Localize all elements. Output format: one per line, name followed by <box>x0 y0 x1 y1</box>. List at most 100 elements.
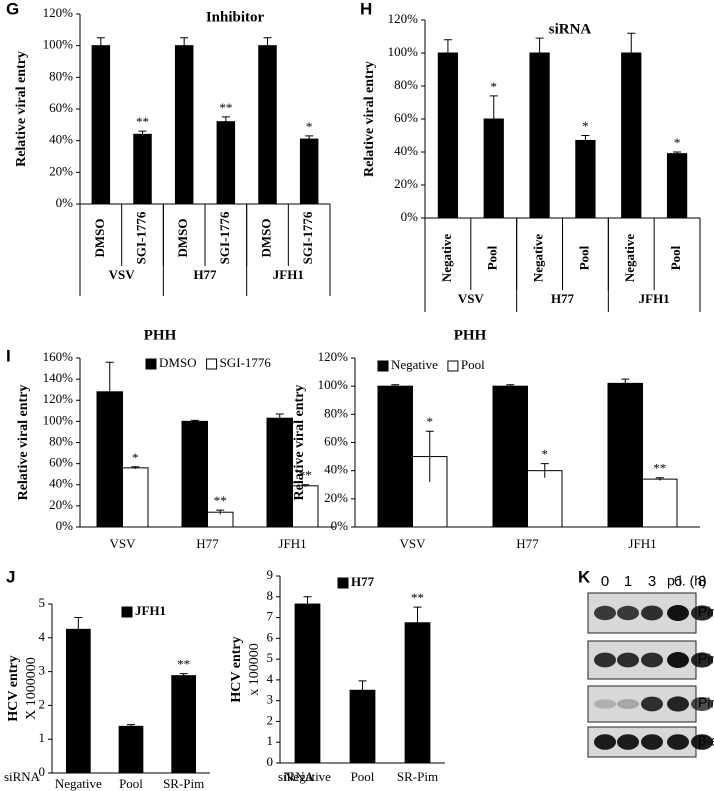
blot-band <box>617 699 639 709</box>
chart-title: PHH <box>144 327 177 343</box>
error-bar <box>621 378 630 388</box>
x-tick-label: Negative <box>439 234 454 283</box>
y-axis-label: HCV entry <box>229 636 244 702</box>
y-tick-label: 3 <box>267 692 274 707</box>
x-tick-label: VSV <box>399 536 426 551</box>
y-tick-label: 4 <box>39 629 46 644</box>
bar <box>65 628 91 774</box>
bar <box>171 675 197 774</box>
bar <box>207 511 234 528</box>
bar <box>527 470 563 528</box>
error-bar <box>413 606 422 639</box>
y-tick-label: 60% <box>324 433 348 448</box>
x-tick-label: Pool <box>576 245 591 270</box>
x-tick-label: Negative <box>284 769 331 784</box>
blot-band <box>617 652 639 668</box>
y-tick-label: 2 <box>267 712 274 727</box>
error-bar <box>131 466 140 469</box>
y-tick-label: 1 <box>267 733 274 748</box>
y-tick-label: 40% <box>394 143 418 158</box>
y-tick-label: 40% <box>324 462 348 477</box>
y-tick-label: 4 <box>267 671 274 686</box>
blot-band <box>617 605 639 621</box>
y-tick-label: 6 <box>267 629 274 644</box>
error-bar <box>540 463 549 478</box>
error-bar <box>391 384 400 388</box>
legend-label: JFH1 <box>135 603 166 618</box>
error-bar <box>506 384 515 388</box>
blot-band <box>691 697 713 711</box>
error-bar <box>443 39 452 67</box>
y-tick-label: 80% <box>394 77 418 92</box>
y-tick-label: 0% <box>401 209 419 224</box>
error-bar <box>535 37 544 68</box>
group-label: JFH1 <box>273 267 304 282</box>
y-tick-label: 120% <box>43 5 74 20</box>
blot-band <box>617 734 639 750</box>
blot-band <box>667 734 689 750</box>
blot-band <box>691 734 713 750</box>
lane-label: 0 <box>601 573 609 590</box>
significance: ** <box>219 100 232 115</box>
y-axis-label: Relative viral entry <box>16 385 31 501</box>
x-tick-label: JFH1 <box>628 536 656 551</box>
lane-label: 8 <box>698 573 706 590</box>
x-tick-label: DMSO <box>92 219 107 258</box>
x-tick-label: SR-Pim <box>163 776 204 791</box>
legend-swatch <box>206 358 218 370</box>
chart-title: Inhibitor <box>206 9 265 25</box>
error-bar <box>673 151 682 156</box>
y-tick-label: 0% <box>56 195 74 210</box>
y-tick-label: 140% <box>43 370 74 385</box>
significance: * <box>132 450 139 465</box>
legend-label: H77 <box>351 574 375 589</box>
bar <box>266 417 293 528</box>
bar <box>216 121 236 205</box>
y-tick-label: 160% <box>43 349 74 364</box>
significance: * <box>542 447 549 462</box>
x-tick-label: Pool <box>119 776 143 791</box>
error-bar <box>301 484 310 487</box>
significance: * <box>491 79 498 94</box>
error-bar <box>275 413 284 423</box>
x-tick-label: DMSO <box>175 219 190 258</box>
error-bar <box>180 37 189 54</box>
x-tick-label: Pool <box>668 245 683 270</box>
y-tick-label: 60% <box>49 100 73 115</box>
y-tick-label: 20% <box>324 490 348 505</box>
error-bar <box>190 419 199 423</box>
significance: * <box>306 119 313 134</box>
y-tick-label: 20% <box>49 497 73 512</box>
y-tick-label: 2 <box>39 696 46 711</box>
blot-band <box>594 734 616 750</box>
legend-label: Pool <box>461 357 485 372</box>
panel-letter: I <box>6 346 11 365</box>
blot-band <box>667 605 689 621</box>
bar <box>133 133 152 205</box>
blot-label: Pim3 <box>698 695 714 711</box>
legend-label: SGI-1776 <box>220 355 272 370</box>
y-tick-label: 80% <box>49 433 73 448</box>
bar <box>118 725 144 774</box>
y-tick-label: 1 <box>39 730 46 745</box>
error-bar <box>655 477 664 481</box>
blot-band <box>667 652 689 668</box>
x-tick-label: SGI-1776 <box>133 211 148 264</box>
panel-letter: K <box>578 567 591 586</box>
bar <box>349 689 376 764</box>
time-unit: p.i. (h) <box>667 573 707 589</box>
y-tick-label: 80% <box>49 68 73 83</box>
bar <box>91 45 111 205</box>
error-bar <box>358 680 367 700</box>
significance: * <box>582 118 589 133</box>
y-tick-label: 100% <box>318 377 349 392</box>
error-bar <box>105 361 114 422</box>
blot-band <box>641 696 663 712</box>
y-tick-label: 100% <box>388 44 419 59</box>
error-bar <box>221 116 230 127</box>
y-tick-label: 20% <box>49 163 73 178</box>
significance: ** <box>299 468 312 483</box>
x-axis-label: siRNA <box>278 769 315 784</box>
bar <box>607 382 643 528</box>
error-bar <box>263 37 272 54</box>
